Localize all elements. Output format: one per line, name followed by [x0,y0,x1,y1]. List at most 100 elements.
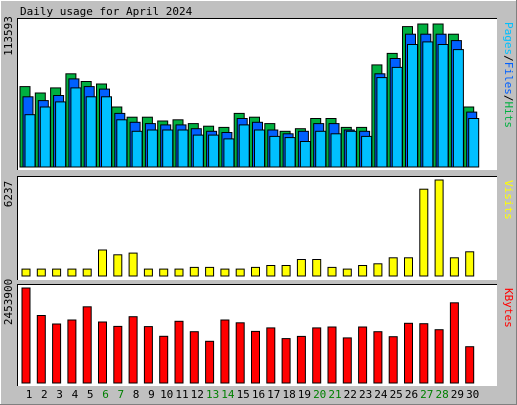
bar-kbytes-day-24 [373,331,383,384]
usage-plot-border-light [18,19,497,170]
bar-visits-day-21 [327,266,337,277]
bar-pages-day-5 [85,96,97,168]
bar-visits-day-2 [36,268,46,277]
visits-plot-area [17,176,497,280]
x-label-day-16: 16 [252,388,265,401]
usage-legend-item-1: / [502,55,515,62]
x-label-day-19: 19 [298,388,311,401]
bar-visits-day-8 [128,252,138,277]
bar-pages-day-19 [299,141,311,168]
kbytes-ymax-label: 2453900 [2,279,15,325]
x-label-day-5: 5 [87,388,94,401]
bar-visits-day-27 [419,188,429,277]
bar-visits-day-18 [281,265,291,277]
bar-visits-day-25 [388,257,398,277]
bar-pages-day-9 [146,129,158,168]
x-label-day-18: 18 [282,388,295,401]
bar-kbytes-day-22 [342,337,352,384]
bar-visits-day-5 [82,268,92,277]
bar-pages-day-8 [131,130,143,168]
bar-visits-day-9 [143,268,153,277]
bar-pages-day-7 [116,119,128,168]
bar-kbytes-day-10 [159,335,169,384]
bar-pages-day-11 [177,129,189,168]
x-label-day-15: 15 [237,388,250,401]
kbytes-legend: KBytes [502,288,515,328]
bar-kbytes-day-20 [312,327,322,384]
x-label-day-12: 12 [191,388,204,401]
bar-kbytes-day-26 [404,322,413,384]
bar-visits-day-7 [113,254,123,277]
panel-visits: 6237 Visits [2,176,515,280]
bar-pages-day-2 [39,106,51,168]
x-label-day-4: 4 [72,388,79,401]
bar-kbytes-day-16 [251,330,260,384]
bar-kbytes-day-27 [419,323,429,384]
x-label-day-9: 9 [148,388,155,401]
bar-visits-day-22 [342,268,352,277]
x-label-day-13: 13 [206,388,219,401]
x-label-day-21: 21 [328,388,341,401]
bar-kbytes-day-13 [205,340,215,384]
bar-kbytes-day-19 [296,335,306,384]
bar-pages-day-3 [55,101,67,168]
x-label-day-25: 25 [390,388,403,401]
visits-plot-border-dark [17,176,497,280]
bar-visits-day-29 [449,257,459,277]
bar-visits-day-12 [189,266,199,277]
bar-kbytes-day-25 [388,336,398,384]
bar-pages-day-1 [24,114,36,168]
bar-visits-day-16 [251,266,260,277]
bar-pages-day-28 [437,44,449,168]
bar-kbytes-day-1 [21,287,31,384]
bar-kbytes-day-15 [235,322,245,384]
bar-kbytes-day-8 [128,316,138,384]
bar-visits-day-19 [296,259,306,277]
usage-legend-item-4: Hits [502,102,515,129]
bar-kbytes-day-17 [266,327,276,384]
bar-pages-day-22 [345,130,357,168]
x-label-day-17: 17 [267,388,280,401]
bar-kbytes-day-4 [67,319,77,384]
usage-legend: Pages/Files/Hits [502,22,515,128]
bar-visits-day-26 [404,257,413,277]
bar-pages-day-29 [452,49,464,168]
bar-kbytes-day-6 [98,321,107,384]
bar-pages-day-26 [407,44,418,168]
bar-pages-day-16 [254,129,265,168]
bar-kbytes-day-23 [358,326,368,384]
x-label-day-24: 24 [374,388,388,401]
bar-kbytes-day-18 [281,338,291,384]
bar-pages-day-6 [101,96,112,168]
bar-pages-day-24 [376,77,388,168]
usage-ymax-label: 113593 [2,16,15,56]
bar-visits-day-30 [465,251,475,277]
visits-ymax-label: 6237 [2,181,15,208]
bar-kbytes-day-12 [189,331,199,384]
bar-pages-day-14 [223,138,235,168]
bar-visits-day-11 [174,268,184,277]
bar-kbytes-day-28 [434,329,444,384]
bar-pages-day-20 [315,130,327,168]
x-label-day-7: 7 [117,388,124,401]
bar-pages-day-18 [284,137,296,168]
kbytes-legend-item-0: KBytes [502,288,515,328]
bar-pages-day-21 [330,133,342,168]
bar-kbytes-day-14 [220,319,230,384]
x-label-day-11: 11 [175,388,188,401]
visits-legend-item-0: Visits [502,180,515,220]
x-label-day-6: 6 [102,388,109,401]
bar-kbytes-day-21 [327,326,337,384]
bar-kbytes-day-5 [82,306,92,384]
bar-kbytes-day-30 [465,346,475,384]
bar-pages-day-25 [391,66,403,168]
x-label-day-27: 27 [420,388,433,401]
x-label-day-20: 20 [313,388,326,401]
bar-kbytes-day-29 [449,302,459,384]
bar-visits-day-24 [373,263,383,277]
x-axis-day-labels: 1 2 3 4 5 6 7 8 9 10 11 12 13 14 15 16 17 18 19 20 21 22 23 24 2… [26,388,480,401]
usage-plot-border-dark [17,18,497,170]
